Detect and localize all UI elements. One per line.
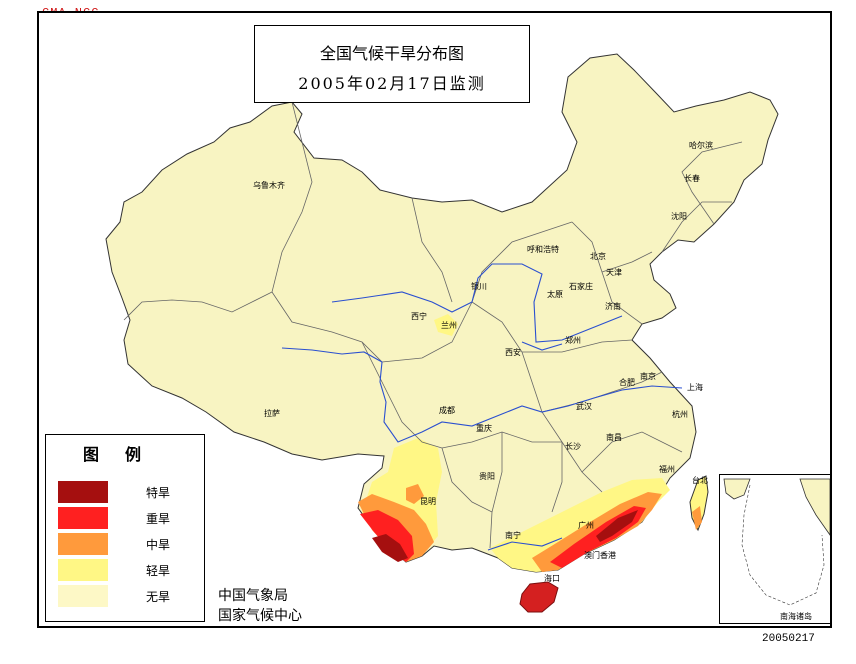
city-guiyang: 贵阳 (479, 472, 495, 481)
city-changsha: 长沙 (565, 442, 581, 451)
legend-item-none: 无旱 (58, 585, 198, 607)
taiwan-moderate-zone (692, 506, 702, 530)
footer-date: 20050217 (762, 633, 815, 645)
drought-extreme-south (596, 510, 638, 542)
city-nanning: 南宁 (505, 531, 521, 540)
inset-label: 南海诸岛 (780, 612, 812, 621)
inset-map (723, 478, 830, 606)
city-chengdu: 成都 (439, 406, 455, 415)
city-changchun: 长春 (684, 174, 700, 183)
legend-label-light: 轻旱 (146, 564, 171, 578)
city-xian: 西安 (505, 348, 521, 357)
hainan-island (519, 581, 559, 613)
city-xining: 西宁 (411, 312, 427, 321)
legend-item-severe: 重旱 (58, 507, 198, 529)
city-shijiazhuang: 石家庄 (569, 282, 593, 291)
legend-swatch-moderate (58, 533, 108, 555)
legend-label-none: 无旱 (146, 590, 171, 604)
south-china-sea-inset: 南海诸岛 (719, 474, 830, 624)
map-title-box: 全国气候干旱分布图 2005年02月17日监测 (254, 25, 530, 103)
city-yinchuan: 银川 (471, 282, 487, 291)
drought-moderate-kunming (406, 484, 424, 504)
city-hk-macau: 澳门香港 (584, 551, 616, 560)
city-wuhan: 武汉 (576, 402, 592, 411)
legend: 图例 特旱 重旱 中旱 轻旱 无旱 (45, 434, 205, 622)
monitoring-date: 2005年02月17日监测 (298, 74, 486, 93)
city-harbin: 哈尔滨 (689, 141, 713, 150)
city-taipei: 台北 (692, 476, 708, 485)
legend-swatch-none (58, 585, 108, 607)
city-tianjin: 天津 (606, 268, 622, 277)
city-taiyuan: 太原 (547, 290, 563, 299)
map-title: 全国气候干旱分布图 (319, 44, 464, 63)
city-shanghai: 上海 (687, 383, 703, 392)
city-kunming: 昆明 (420, 497, 436, 506)
legend-swatch-severe (58, 507, 108, 529)
city-jinan: 济南 (605, 302, 621, 311)
drought-extreme-yunnan (372, 534, 408, 562)
rivers (281, 263, 683, 551)
city-nanchang: 南昌 (606, 433, 622, 442)
city-haikou: 海口 (544, 574, 560, 583)
city-zhengzhou: 郑州 (565, 336, 581, 345)
legend-item-light: 轻旱 (58, 559, 198, 581)
city-hangzhou: 杭州 (672, 410, 688, 419)
legend-swatch-light (58, 559, 108, 581)
city-fuzhou: 福州 (659, 465, 675, 474)
city-chongqing: 重庆 (476, 424, 492, 433)
city-lhasa: 拉萨 (264, 409, 280, 418)
legend-item-extreme: 特旱 (58, 481, 198, 503)
city-hohhot: 呼和浩特 (527, 245, 559, 254)
drought-light-south (490, 478, 670, 572)
org-cma: 中国气象局 (218, 588, 288, 604)
city-guangzhou: 广州 (578, 521, 594, 530)
legend-label-severe: 重旱 (146, 512, 171, 526)
city-beijing: 北京 (590, 252, 606, 261)
org-ncc: 国家气候中心 (218, 608, 302, 624)
city-urumqi: 乌鲁木齐 (253, 181, 285, 190)
city-shenyang: 沈阳 (671, 212, 687, 221)
legend-item-moderate: 中旱 (58, 533, 198, 555)
mainland-china (105, 53, 779, 573)
map-frame: 南海诸岛 全国气候干旱分布图 2005年02月17日监测 图例 特旱 重旱 中旱… (37, 11, 832, 628)
city-hefei: 合肥 (619, 378, 635, 387)
drought-light-sichuan (434, 314, 458, 336)
city-nanjing: 南京 (640, 372, 656, 381)
legend-label-extreme: 特旱 (146, 486, 171, 500)
legend-label-moderate: 中旱 (146, 538, 171, 552)
legend-swatch-extreme (58, 481, 108, 503)
china-drought-map (105, 53, 779, 613)
city-lanzhou: 兰州 (441, 321, 457, 330)
legend-title: 图例 (82, 445, 167, 464)
